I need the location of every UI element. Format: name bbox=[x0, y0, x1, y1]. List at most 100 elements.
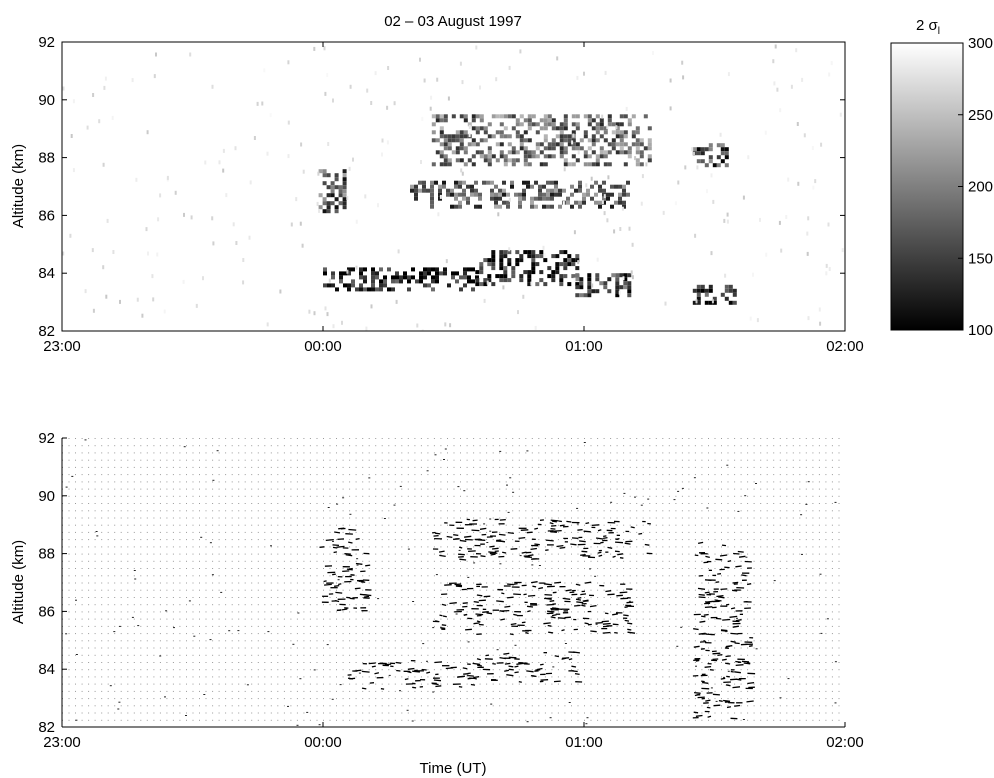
grid-dot bbox=[518, 669, 520, 671]
grid-dot bbox=[525, 597, 527, 598]
grid-dot bbox=[159, 633, 161, 635]
grid-dot bbox=[538, 712, 540, 714]
heatmap-cell bbox=[445, 259, 448, 264]
grid-dot bbox=[668, 582, 670, 584]
heatmap-cell bbox=[615, 150, 620, 155]
grid-dot bbox=[571, 604, 572, 606]
grid-dot bbox=[368, 568, 370, 569]
grid-dot bbox=[120, 625, 122, 627]
grid-dot bbox=[557, 705, 559, 707]
grid-dot bbox=[140, 452, 142, 454]
grid-dot bbox=[636, 618, 638, 620]
grid-dot bbox=[381, 669, 383, 671]
grid-dot bbox=[231, 459, 233, 461]
grid-dot bbox=[368, 690, 370, 692]
grid-dot bbox=[153, 553, 155, 555]
grid-dot bbox=[499, 669, 501, 671]
grid-dot bbox=[518, 459, 520, 461]
heatmap-cell bbox=[381, 138, 384, 143]
heatmap-cell bbox=[454, 180, 458, 185]
grid-dot bbox=[309, 481, 311, 483]
heatmap-cell bbox=[692, 147, 697, 152]
grid-dot bbox=[479, 546, 481, 548]
heatmap-cell bbox=[635, 130, 640, 135]
grid-dot bbox=[283, 568, 285, 569]
grid-dot bbox=[316, 524, 318, 526]
grid-dot bbox=[499, 575, 501, 577]
heatmap-cell bbox=[615, 281, 620, 286]
grid-dot bbox=[101, 488, 103, 490]
heatmap-cell bbox=[395, 271, 399, 276]
heatmap-cell bbox=[507, 142, 512, 147]
heatmap-cell bbox=[607, 289, 612, 294]
grid-dot bbox=[564, 503, 566, 504]
grid-dot bbox=[655, 474, 657, 476]
heatmap-cell bbox=[92, 308, 95, 313]
heatmap-cell bbox=[607, 122, 612, 127]
grid-dot bbox=[159, 611, 161, 613]
grid-dot bbox=[290, 575, 292, 577]
grid-dot bbox=[101, 589, 103, 591]
grid-dot bbox=[159, 503, 161, 504]
grid-dot bbox=[603, 669, 605, 671]
heatmap-cell bbox=[70, 134, 73, 138]
grid-dot bbox=[277, 568, 279, 569]
grid-dot bbox=[557, 604, 559, 606]
heatmap-cell bbox=[590, 196, 594, 201]
grid-dot bbox=[466, 488, 468, 490]
grid-dot bbox=[479, 459, 481, 461]
grid-dot bbox=[212, 589, 214, 591]
grid-dot bbox=[133, 474, 135, 476]
heatmap-cell bbox=[622, 200, 626, 205]
grid-dot bbox=[368, 669, 370, 671]
grid-dot bbox=[525, 582, 527, 584]
grid-dot bbox=[303, 531, 305, 533]
grid-dot bbox=[479, 654, 481, 656]
grid-dot bbox=[349, 445, 351, 447]
grid-dot bbox=[127, 459, 129, 461]
grid-dot bbox=[290, 474, 292, 476]
grid-dot bbox=[290, 531, 292, 533]
grid-dot bbox=[362, 633, 364, 635]
grid-dot bbox=[349, 683, 351, 685]
grid-dot bbox=[466, 698, 468, 700]
heatmap-cell bbox=[370, 304, 373, 309]
heatmap-cell bbox=[601, 200, 604, 205]
grid-dot bbox=[551, 510, 553, 512]
grid-dot bbox=[662, 438, 664, 439]
grid-dot bbox=[447, 611, 448, 613]
grid-dot bbox=[159, 683, 161, 685]
grid-dot bbox=[120, 604, 122, 606]
grid-dot bbox=[460, 575, 461, 577]
grid-dot bbox=[636, 466, 638, 468]
grid-dot bbox=[486, 597, 488, 598]
grid-dot bbox=[225, 719, 227, 721]
grid-dot bbox=[636, 488, 638, 490]
grid-dot bbox=[636, 640, 638, 642]
grid-dot bbox=[192, 719, 194, 721]
grid-dot bbox=[649, 517, 651, 519]
heatmap-cell bbox=[442, 180, 446, 185]
grid-dot bbox=[590, 539, 592, 541]
grid-dot bbox=[486, 640, 488, 642]
grid-dot bbox=[107, 531, 109, 533]
grid-dot bbox=[238, 445, 240, 447]
grid-dot bbox=[199, 625, 200, 627]
grid-dot bbox=[479, 438, 481, 439]
grid-dot bbox=[427, 597, 429, 598]
x-tick-label: 00:00 bbox=[304, 338, 342, 355]
grid-dot bbox=[244, 597, 246, 598]
heatmap-cell bbox=[450, 204, 454, 209]
grid-dot bbox=[336, 640, 337, 642]
grid-dot bbox=[603, 459, 605, 461]
grid-dot bbox=[610, 698, 612, 700]
grid-dot bbox=[101, 712, 103, 714]
grid-dot bbox=[629, 495, 631, 497]
grid-dot bbox=[642, 676, 644, 678]
heatmap-cell bbox=[334, 173, 339, 178]
grid-dot bbox=[642, 568, 644, 569]
grid-dot bbox=[512, 719, 514, 721]
heatmap-cell bbox=[462, 196, 466, 201]
grid-dot bbox=[303, 517, 305, 519]
heatmap-cell bbox=[349, 84, 352, 89]
